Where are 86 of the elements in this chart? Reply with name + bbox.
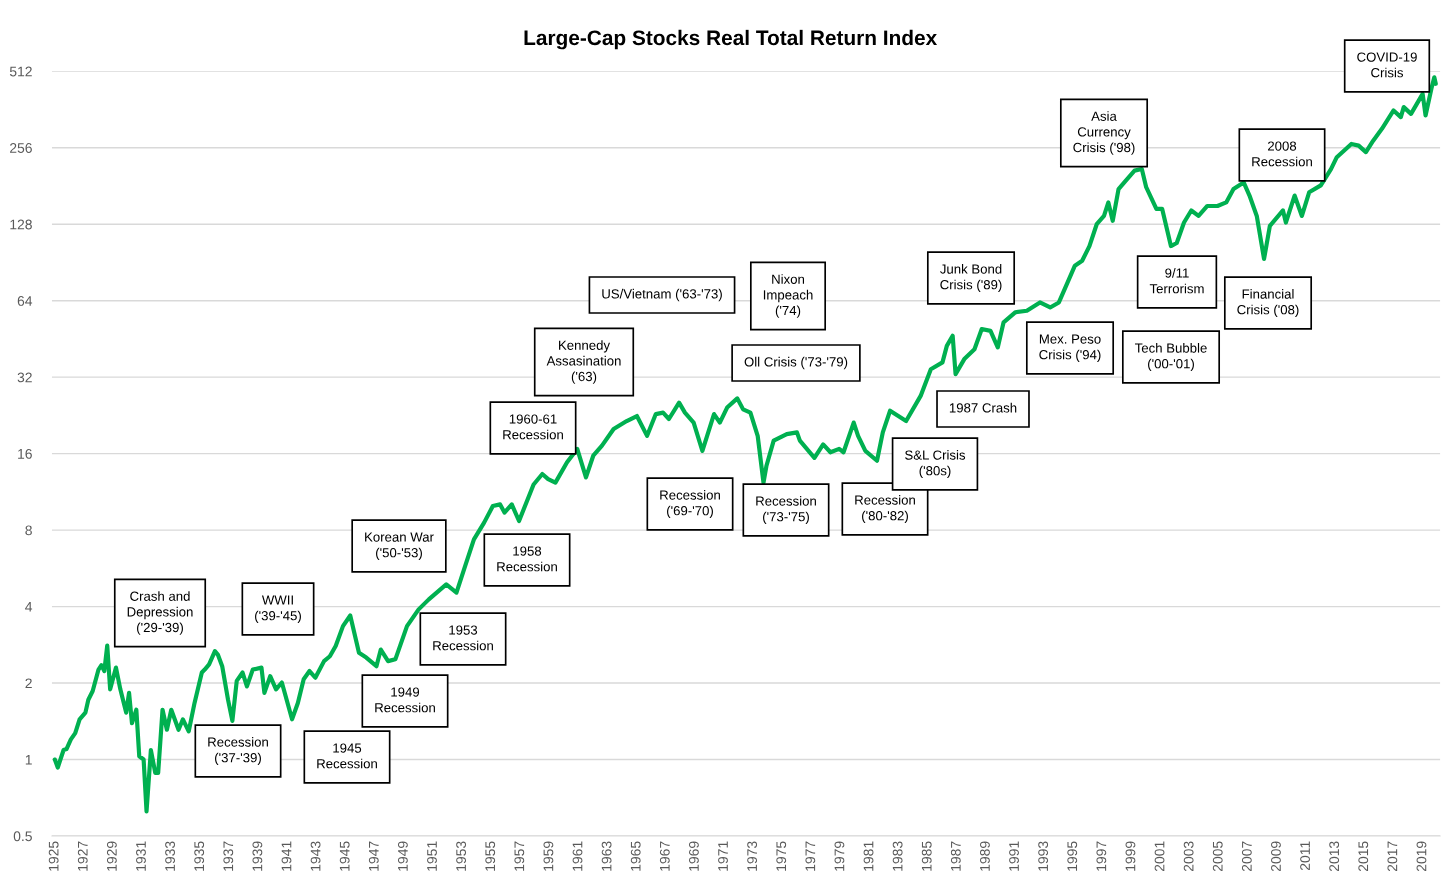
annotation: Nixon Impeach ('74) xyxy=(763,274,813,318)
x-tick-label: 1953 xyxy=(456,841,467,871)
x-tick-label: 1979 xyxy=(834,841,845,871)
x-tick-label: 1941 xyxy=(281,841,292,871)
x-tick-label: 1999 xyxy=(1125,841,1136,871)
annotation: Recession ('80-'82) xyxy=(855,495,915,523)
x-tick-label: 1981 xyxy=(863,841,874,871)
annotation: 1945 Recession xyxy=(317,743,377,769)
annotation: Korean War ('50-'53) xyxy=(365,532,434,560)
y-tick-label: 8 xyxy=(25,525,32,536)
x-tick-label: 1995 xyxy=(1067,841,1078,871)
x-tick-label: 1967 xyxy=(659,841,670,871)
x-tick-label: 1993 xyxy=(1038,841,1049,871)
x-tick-label: 1937 xyxy=(223,841,234,871)
annotation: 1953 Recession xyxy=(433,625,493,651)
x-tick-label: 1931 xyxy=(136,841,146,871)
y-tick-label: 512 xyxy=(9,66,32,77)
annotation: 1949 Recession xyxy=(375,687,435,713)
chart-title: Large-Cap Stocks Real Total Return Index xyxy=(524,29,938,50)
x-tick-label: 1935 xyxy=(194,841,205,871)
annotation: Recession ('37-'39) xyxy=(208,737,268,765)
x-tick-label: 1959 xyxy=(543,841,554,871)
x-tick-label: 1949 xyxy=(397,841,408,871)
annotation: 1958 Recession xyxy=(497,546,557,572)
annotation: Mex. Peso Crisis ('94) xyxy=(1039,334,1101,362)
y-tick-label: 0.5 xyxy=(13,831,32,842)
x-tick-label: 2001 xyxy=(1154,841,1165,872)
annotation: Asia Currency Crisis ('98) xyxy=(1073,111,1135,155)
x-tick-label: 1973 xyxy=(747,841,758,871)
annotation: Junk Bond Crisis ('89) xyxy=(940,264,1002,292)
x-tick-label: 1971 xyxy=(718,841,728,871)
x-tick-label: 2011 xyxy=(1300,841,1310,871)
x-tick-label: 1929 xyxy=(106,841,117,871)
x-tick-label: 1977 xyxy=(805,841,816,871)
x-tick-label: 2005 xyxy=(1212,841,1223,872)
x-tick-label: 1945 xyxy=(339,841,350,871)
x-tick-label: 1951 xyxy=(427,841,437,871)
x-tick-label: 1983 xyxy=(892,841,903,871)
x-tick-label: 2013 xyxy=(1329,841,1340,872)
y-tick-label: 2 xyxy=(25,678,32,689)
x-tick-label: 1963 xyxy=(601,841,612,871)
x-tick-label: 1939 xyxy=(252,841,263,871)
x-tick-label: 1989 xyxy=(980,841,990,871)
x-tick-label: 2015 xyxy=(1358,841,1369,872)
x-tick-label: 2007 xyxy=(1241,841,1252,872)
x-tick-label: 1991 xyxy=(1009,841,1019,871)
y-tick-label: 16 xyxy=(18,448,32,459)
x-tick-label: 1985 xyxy=(921,841,932,871)
x-tick-label: 2009 xyxy=(1271,841,1281,872)
y-tick-label: 256 xyxy=(10,143,32,153)
x-tick-label: 1955 xyxy=(485,841,496,871)
x-tick-label: 1925 xyxy=(48,841,59,871)
x-tick-label: 2017 xyxy=(1387,841,1398,872)
annotation: WWII ('39-'45) xyxy=(255,595,301,623)
annotation: 1960-61 Recession xyxy=(503,414,563,440)
x-tick-label: 2019 xyxy=(1416,841,1427,872)
y-tick-label: 1 xyxy=(25,755,32,765)
annotation: S&L Crisis ('80s) xyxy=(905,450,966,478)
annotation: Recession ('73-'75) xyxy=(756,496,816,524)
annotation: 1987 Crash xyxy=(949,402,1017,413)
x-tick-label: 1943 xyxy=(310,841,321,871)
annotation: Kennedy Assasination ('63) xyxy=(546,340,621,384)
annotation: 9/11 Terrorism xyxy=(1149,268,1204,294)
annotation: Crash and Depression ('29-'39) xyxy=(127,591,193,635)
x-tick-label: 1961 xyxy=(572,841,583,871)
x-tick-label: 1927 xyxy=(77,841,88,871)
annotation: Recession ('69-'70) xyxy=(660,490,720,518)
annotation: Tech Bubble ('00-'01) xyxy=(1134,343,1207,371)
annotation: Oll Crisis ('73-'79) xyxy=(744,356,848,370)
y-tick-label: 128 xyxy=(10,219,32,230)
x-tick-label: 1957 xyxy=(514,841,525,871)
annotation: COVID-19 Crisis xyxy=(1357,52,1417,78)
x-tick-label: 2003 xyxy=(1183,841,1194,872)
annotation: Financial Crisis ('08) xyxy=(1237,289,1299,317)
y-tick-label: 64 xyxy=(17,296,33,306)
x-tick-label: 1997 xyxy=(1096,841,1107,871)
x-tick-label: 1933 xyxy=(165,841,175,871)
x-tick-label: 1947 xyxy=(368,841,379,871)
y-tick-label: 4 xyxy=(25,602,33,612)
annotation: US/Vietnam ('63-'73) xyxy=(602,288,722,302)
annotation: 2008 Recession xyxy=(1252,141,1312,167)
x-tick-label: 1987 xyxy=(950,841,961,871)
y-tick-label: 32 xyxy=(17,372,32,383)
x-tick-label: 1969 xyxy=(689,841,699,871)
x-tick-label: 1975 xyxy=(776,841,787,871)
x-tick-label: 1965 xyxy=(630,841,641,871)
